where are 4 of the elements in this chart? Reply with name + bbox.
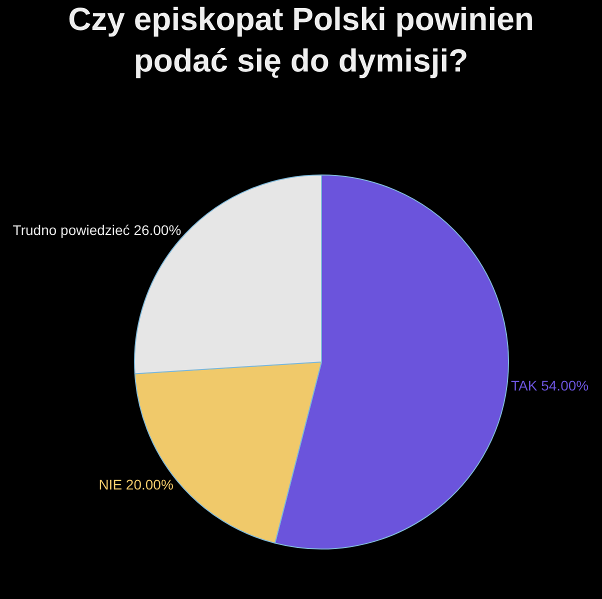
- slice-label: NIE 20.00%: [98, 476, 174, 492]
- slice-label: Trudno powiedzieć 26.00%: [12, 222, 182, 238]
- slice-label: TAK 54.00%: [511, 378, 589, 394]
- chart-title: Czy episkopat Polski powinien podać się do dymisji?: [68, 0, 534, 79]
